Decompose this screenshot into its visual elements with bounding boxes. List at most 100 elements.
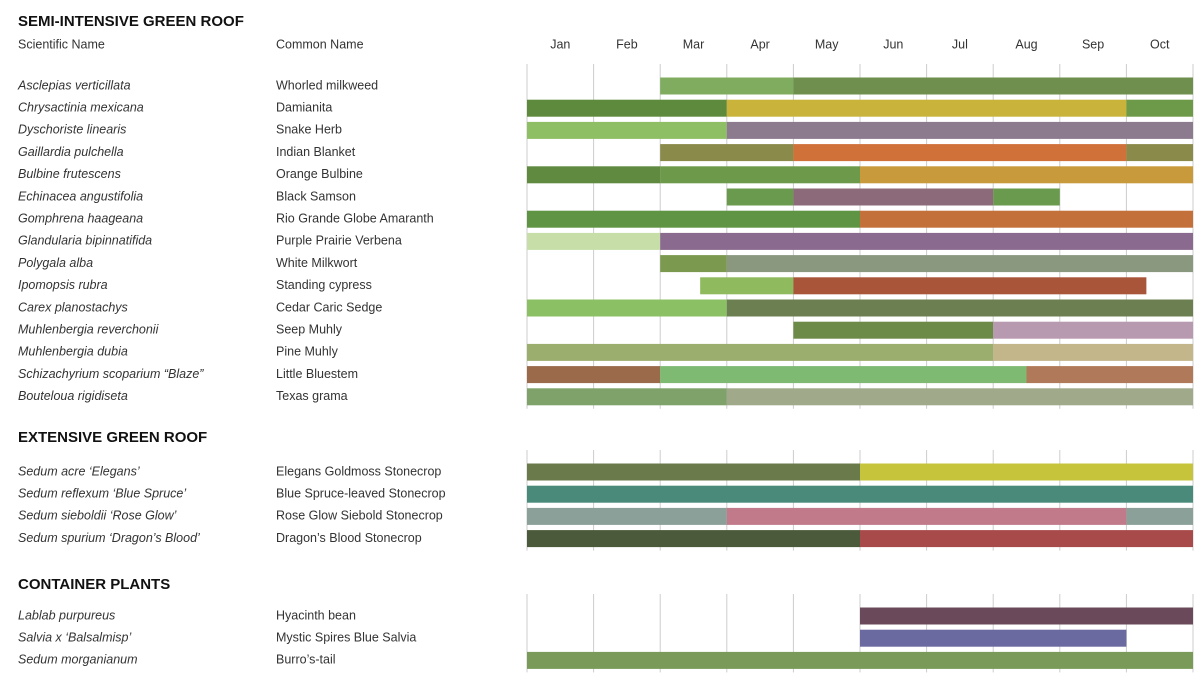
scientific-name: Echinacea angustifolia [18,189,143,203]
section-title: CONTAINER PLANTS [18,576,170,593]
bloom-segment [660,144,794,162]
common-name: Indian Blanket [276,145,356,159]
month-label: Aug [1015,37,1037,51]
month-label: Jan [550,37,570,51]
month-label: Jul [952,37,968,51]
bloom-segment [527,210,860,228]
month-label: Sep [1082,37,1104,51]
scientific-name: Schizachyrium scoparium “Blaze” [18,367,204,381]
bloom-segment [726,299,1193,317]
section-title: EXTENSIVE GREEN ROOF [18,429,207,446]
bloom-segment [527,99,727,117]
scientific-name: Polygala alba [18,256,93,270]
scientific-name: Carex planostachys [18,300,128,314]
month-label: Jun [883,37,903,51]
bloom-segment [660,255,727,273]
section-title: SEMI-INTENSIVE GREEN ROOF [18,13,244,30]
scientific-name: Sedum morganianum [18,653,138,667]
scientific-name: Glandularia bipinnatifida [18,234,152,248]
bloom-segment [527,507,727,525]
bloom-segment [660,166,860,184]
common-name: Whorled milkweed [276,78,378,92]
bloom-segment [700,277,794,295]
bloom-segment [527,299,727,317]
bloom-segment [1026,366,1193,384]
scientific-name: Sedum sieboldii ‘Rose Glow’ [18,509,177,523]
common-name: Standing cypress [276,278,372,292]
bloom-segment [726,255,1193,273]
common-name: Dragon’s Blood Stonecrop [276,531,422,545]
bloom-segment [860,607,1193,625]
bloom-segment [860,166,1193,184]
common-name: Snake Herb [276,123,342,137]
common-name: Rose Glow Siebold Stonecrop [276,509,443,523]
bloom-segment [527,530,860,548]
scientific-name: Muhlenbergia dubia [18,345,128,359]
common-name: Orange Bulbine [276,167,363,181]
bloom-segment [527,463,860,481]
scientific-name: Muhlenbergia reverchonii [18,322,160,336]
bloom-segment [726,121,1193,139]
bloom-segment [860,629,1127,647]
common-name: Blue Spruce-leaved Stonecrop [276,486,446,500]
bloom-segment [993,188,1060,206]
common-name: Damianita [276,100,332,114]
bloom-segment [726,99,1127,117]
scientific-name: Gaillardia pulchella [18,145,124,159]
common-name: Elegans Goldmoss Stonecrop [276,464,441,478]
bloom-segment [527,166,661,184]
bloom-segment [793,321,994,339]
bloom-segment [993,321,1193,339]
scientific-name: Bouteloua rigidiseta [18,389,128,403]
scientific-name: Gomphrena haageana [18,211,143,225]
scientific-name: Lablab purpureus [18,608,115,622]
bloom-segment [860,530,1193,548]
bloom-segment [527,485,1193,503]
scientific-name: Ipomopsis rubra [18,278,108,292]
common-name: Hyacinth bean [276,608,356,622]
header-common: Common Name [276,37,364,51]
scientific-name: Sedum acre ‘Elegans’ [18,464,140,478]
common-name: Pine Muhly [276,345,339,359]
bloom-segment [660,232,1193,250]
bloom-segment [726,507,1127,525]
scientific-name: Asclepias verticillata [17,78,131,92]
header-scientific: Scientific Name [18,37,105,51]
common-name: Black Samson [276,189,356,203]
scientific-name: Dyschoriste linearis [18,123,126,137]
bloom-segment [1126,507,1193,525]
bloom-segment [793,77,1193,95]
common-name: Purple Prairie Verbena [276,234,402,248]
bloom-segment [1126,99,1193,117]
bloom-segment [1126,144,1193,162]
bloom-segment [527,232,661,250]
scientific-name: Sedum spurium ‘Dragon’s Blood’ [18,531,200,545]
bloom-segment [860,463,1193,481]
common-name: White Milkwort [276,256,358,270]
bloom-segment [527,366,661,384]
bloom-segment [527,651,1193,669]
common-name: Cedar Caric Sedge [276,300,382,314]
bloom-segment [660,77,794,95]
common-name: Burro’s-tail [276,653,336,667]
bloom-segment [527,388,727,406]
bloom-segment [726,388,1193,406]
month-label: Apr [750,37,769,51]
common-name: Mystic Spires Blue Salvia [276,630,416,644]
common-name: Texas grama [276,389,348,403]
month-label: Mar [683,37,705,51]
bloom-segment [660,366,1027,384]
bloom-segment [793,188,994,206]
month-label: May [815,37,839,51]
month-label: Feb [616,37,638,51]
bloom-segment [726,188,794,206]
scientific-name: Sedum reflexum ‘Blue Spruce’ [18,486,186,500]
scientific-name: Chrysactinia mexicana [18,100,144,114]
common-name: Rio Grande Globe Amaranth [276,211,434,225]
scientific-name: Salvia x ‘Balsalmisp’ [18,630,131,644]
scientific-name: Bulbine frutescens [18,167,121,181]
bloom-segment [527,343,994,361]
bloom-segment [793,144,1127,162]
bloom-segment [527,121,727,139]
